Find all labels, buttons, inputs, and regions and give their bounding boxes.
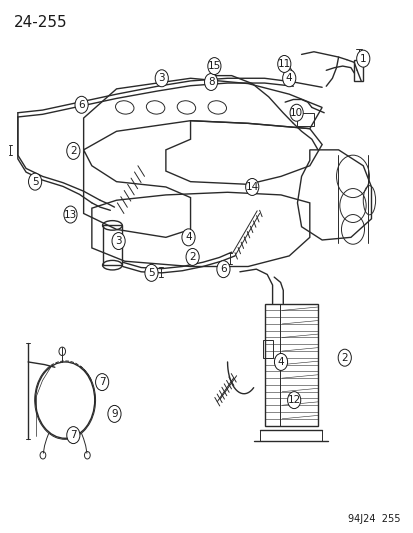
Text: 4: 4: [277, 357, 284, 367]
Bar: [297, 113, 313, 126]
Circle shape: [95, 374, 109, 391]
Circle shape: [337, 349, 351, 366]
Text: 10: 10: [290, 108, 302, 118]
Circle shape: [277, 55, 290, 72]
Text: 3: 3: [158, 73, 165, 83]
Text: 7: 7: [70, 430, 76, 440]
Text: 7: 7: [99, 377, 105, 387]
Circle shape: [279, 61, 283, 67]
Text: 2: 2: [189, 252, 195, 262]
Circle shape: [282, 70, 295, 87]
Circle shape: [181, 229, 195, 246]
Circle shape: [274, 353, 287, 370]
Text: 12: 12: [287, 395, 300, 405]
Text: 4: 4: [185, 232, 191, 243]
Circle shape: [204, 74, 217, 91]
Bar: [354, 60, 362, 81]
Text: 6: 6: [78, 100, 85, 110]
Text: 14: 14: [245, 182, 258, 192]
Text: 9: 9: [111, 409, 118, 419]
Circle shape: [108, 406, 121, 422]
Circle shape: [145, 264, 158, 281]
Bar: [262, 340, 272, 359]
Text: 2: 2: [70, 146, 76, 156]
Circle shape: [185, 248, 199, 265]
Circle shape: [290, 104, 302, 121]
Circle shape: [28, 173, 42, 190]
Text: 5: 5: [148, 268, 154, 278]
Circle shape: [112, 232, 125, 249]
Text: 8: 8: [207, 77, 214, 87]
Circle shape: [155, 70, 168, 87]
Text: 11: 11: [277, 59, 290, 69]
Text: 24-255: 24-255: [14, 14, 67, 30]
Circle shape: [75, 96, 88, 114]
Text: 94J24  255: 94J24 255: [347, 514, 399, 523]
Bar: [102, 225, 122, 265]
Text: 6: 6: [220, 264, 226, 274]
Text: 15: 15: [207, 61, 221, 71]
Circle shape: [64, 206, 77, 223]
Text: 4: 4: [285, 73, 292, 83]
Circle shape: [287, 392, 300, 409]
Circle shape: [66, 142, 80, 159]
Circle shape: [216, 261, 230, 278]
Bar: [264, 304, 317, 425]
Circle shape: [245, 179, 258, 196]
Text: 1: 1: [359, 54, 366, 63]
Text: 13: 13: [64, 209, 77, 220]
Text: 2: 2: [341, 353, 347, 362]
Circle shape: [207, 58, 221, 75]
Circle shape: [356, 50, 369, 67]
Text: 5: 5: [32, 176, 38, 187]
Text: 3: 3: [115, 236, 121, 246]
Circle shape: [66, 426, 80, 443]
